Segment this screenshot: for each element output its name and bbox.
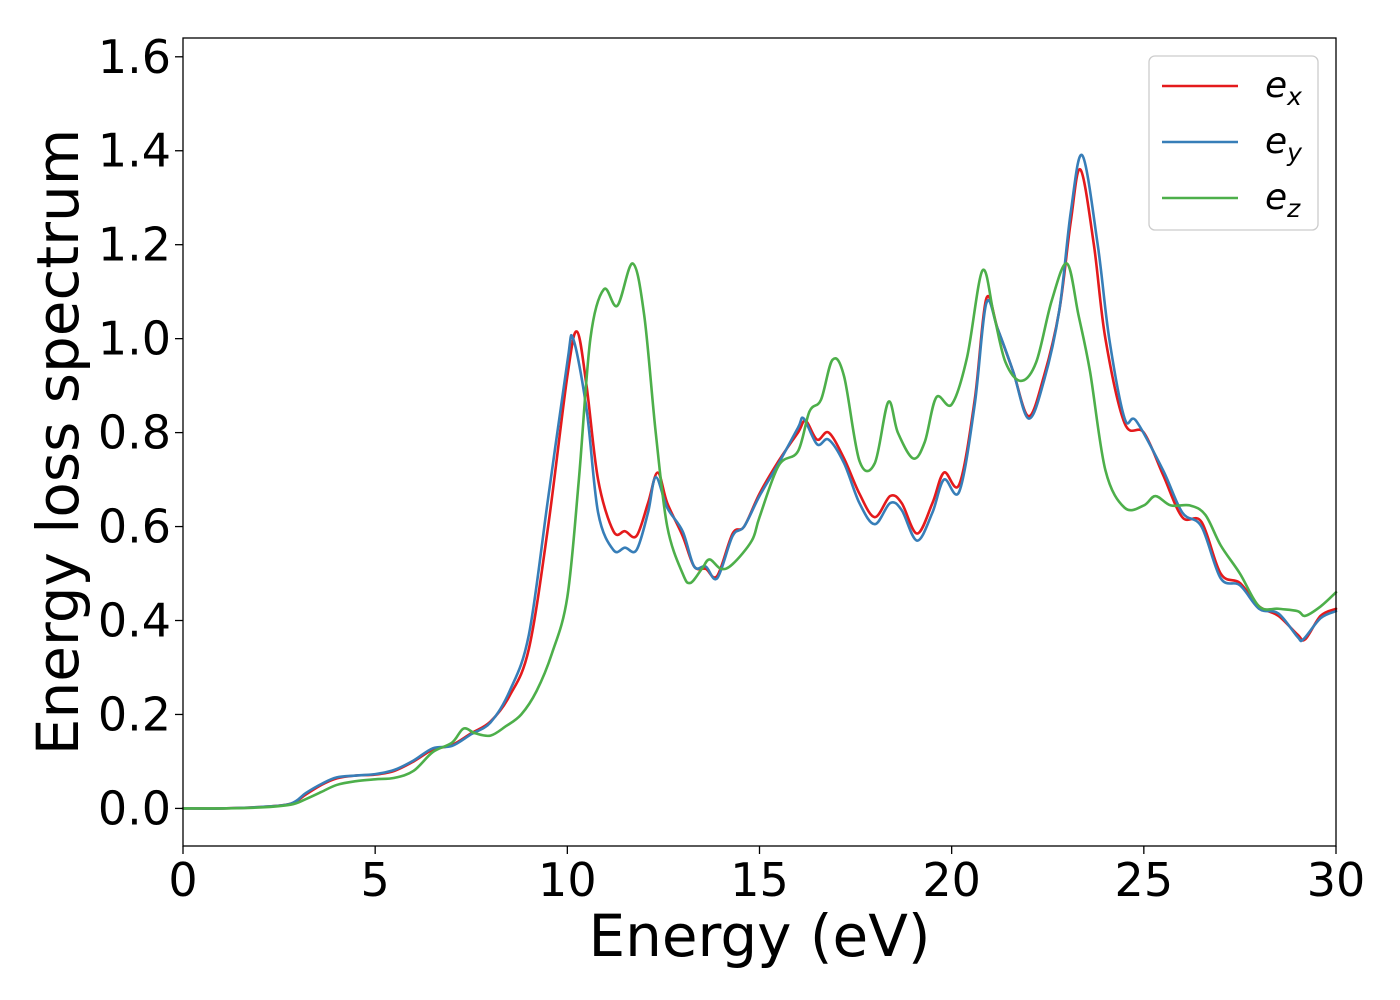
y-tick-label: 0.0 <box>98 781 171 835</box>
legend-label: ez <box>1265 177 1301 223</box>
legend-entry-e-x: ex <box>1162 65 1302 111</box>
x-tick-label: 30 <box>1307 853 1366 907</box>
y-tick-label: 0.2 <box>98 687 171 741</box>
x-tick-label: 10 <box>538 853 597 907</box>
y-tick-label: 0.6 <box>98 500 171 554</box>
series-group <box>181 153 1338 810</box>
x-tick-label: 15 <box>730 853 789 907</box>
legend-label-base: e <box>1265 65 1287 106</box>
x-axis-title: Energy (eV) <box>588 902 930 970</box>
series-line-e-z <box>181 262 1338 810</box>
x-tick-label: 0 <box>168 853 197 907</box>
legend-label-base: e <box>1265 177 1287 218</box>
plot-area <box>181 37 1338 847</box>
legend-label-subscript: x <box>1286 82 1302 111</box>
y-tick-label: 1.6 <box>98 30 171 84</box>
y-axis: 0.0 0.2 0.4 0.6 0.8 1.0 1.2 1.4 1.6 <box>98 30 183 835</box>
y-tick-label: 1.0 <box>98 312 171 366</box>
series-line-e-y <box>181 153 1338 810</box>
legend-label: ey <box>1265 121 1303 167</box>
legend-entry-e-z: ez <box>1162 177 1301 223</box>
y-tick-label: 0.4 <box>98 594 171 648</box>
y-axis-title: Energy loss spectrum <box>24 129 92 755</box>
y-tick-label: 1.4 <box>98 124 171 178</box>
y-tick-label: 0.8 <box>98 406 171 460</box>
x-tick-label: 5 <box>361 853 390 907</box>
y-tick-label: 1.2 <box>98 218 171 272</box>
legend-label-subscript: z <box>1286 194 1301 223</box>
plot-background <box>183 38 1336 846</box>
legend-label: ex <box>1265 65 1302 111</box>
x-tick-label: 20 <box>922 853 981 907</box>
x-axis: 0 5 10 15 20 25 30 <box>168 846 1365 907</box>
legend-entry-e-y: ey <box>1162 121 1303 167</box>
legend-label-base: e <box>1265 121 1287 162</box>
x-tick-label: 25 <box>1115 853 1174 907</box>
legend-label-subscript: y <box>1286 138 1303 167</box>
